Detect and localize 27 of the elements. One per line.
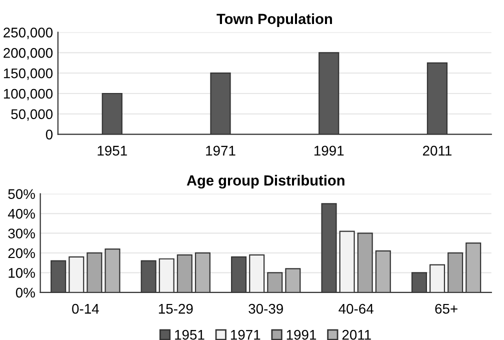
y-tick-label: 50,000 (11, 109, 53, 121)
legend-label: 2011 (342, 330, 371, 340)
x-tick-label: 40-64 (338, 304, 374, 314)
legend-label: 1991 (286, 330, 316, 340)
y-tick-label: 0% (16, 288, 35, 298)
x-tick-label: 0-14 (72, 304, 99, 314)
x-tick-label: 30-39 (248, 304, 283, 314)
x-tick-label: 1991 (314, 146, 344, 156)
y-tick-label: 250,000 (4, 28, 53, 40)
y-tick-label: 0 (46, 130, 53, 140)
y-tick-label: 30% (8, 228, 35, 238)
x-tick-label: 65+ (435, 304, 458, 314)
y-tick-label: 20% (8, 248, 35, 258)
x-tick-label: 15-29 (158, 304, 193, 314)
y-tick-label: 150,000 (4, 68, 53, 80)
y-tick-label: 40% (8, 208, 35, 219)
y-tick-label: 50% (8, 189, 35, 199)
y-tick-label: 10% (8, 268, 35, 278)
y-tick-label: 100,000 (4, 88, 53, 100)
legend-label: 1971 (230, 330, 260, 340)
x-tick-label: 1951 (98, 146, 127, 156)
chart-title: Town Population (216, 13, 332, 27)
x-tick-label: 1971 (206, 146, 236, 156)
x-tick-label: 2011 (422, 146, 452, 156)
legend-label: 1951 (175, 330, 204, 340)
chart-title: Age group Distribution (186, 174, 344, 189)
y-tick-label: 200,000 (4, 48, 53, 60)
